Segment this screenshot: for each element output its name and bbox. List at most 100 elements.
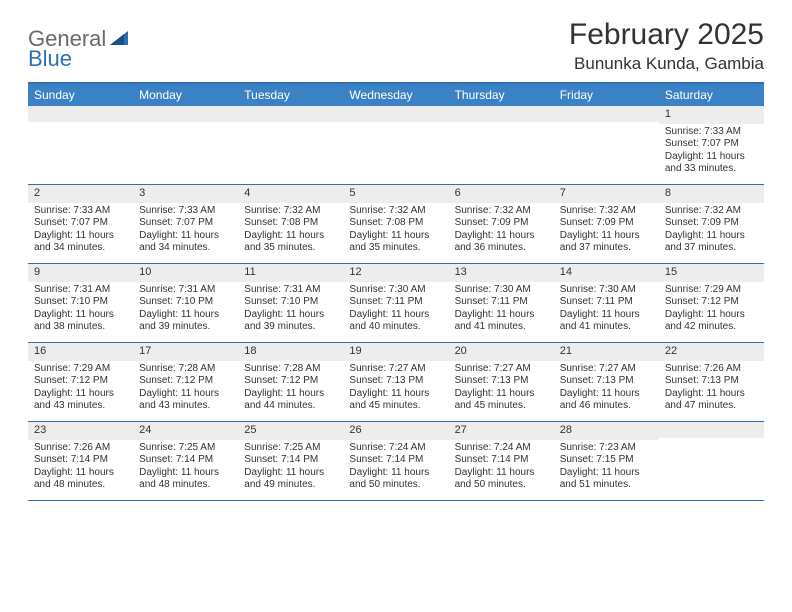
sunrise-text: Sunrise: 7:31 AM [139,284,232,297]
weekday-header: Thursday [449,84,554,106]
day-number [449,106,554,122]
daylight-text: Daylight: 11 hours and 45 minutes. [455,388,548,413]
sunrise-text: Sunrise: 7:26 AM [665,363,758,376]
daylight-text: Daylight: 11 hours and 48 minutes. [34,467,127,492]
day-body [659,438,764,444]
daylight-text: Daylight: 11 hours and 36 minutes. [455,230,548,255]
sunset-text: Sunset: 7:14 PM [34,454,127,467]
sunset-text: Sunset: 7:12 PM [244,375,337,388]
day-body [238,122,343,128]
day-number: 9 [28,264,133,282]
day-body [28,122,133,128]
sunrise-text: Sunrise: 7:32 AM [665,205,758,218]
weekday-header: Wednesday [343,84,448,106]
day-body: Sunrise: 7:30 AMSunset: 7:11 PMDaylight:… [449,282,554,338]
day-number: 12 [343,264,448,282]
day-cell: 16Sunrise: 7:29 AMSunset: 7:12 PMDayligh… [28,343,133,421]
day-number: 25 [238,422,343,440]
day-number: 27 [449,422,554,440]
week-row: 23Sunrise: 7:26 AMSunset: 7:14 PMDayligh… [28,422,764,501]
day-cell: 26Sunrise: 7:24 AMSunset: 7:14 PMDayligh… [343,422,448,500]
day-number: 2 [28,185,133,203]
week-row: 1Sunrise: 7:33 AMSunset: 7:07 PMDaylight… [28,106,764,185]
day-number: 23 [28,422,133,440]
daylight-text: Daylight: 11 hours and 51 minutes. [560,467,653,492]
weekday-header: Sunday [28,84,133,106]
day-number: 24 [133,422,238,440]
day-body: Sunrise: 7:27 AMSunset: 7:13 PMDaylight:… [554,361,659,417]
day-body: Sunrise: 7:33 AMSunset: 7:07 PMDaylight:… [133,203,238,259]
sunset-text: Sunset: 7:12 PM [34,375,127,388]
day-number: 11 [238,264,343,282]
day-body: Sunrise: 7:32 AMSunset: 7:09 PMDaylight:… [554,203,659,259]
day-number: 1 [659,106,764,124]
day-number: 6 [449,185,554,203]
daylight-text: Daylight: 11 hours and 41 minutes. [455,309,548,334]
day-body: Sunrise: 7:25 AMSunset: 7:14 PMDaylight:… [238,440,343,496]
sunrise-text: Sunrise: 7:27 AM [560,363,653,376]
day-number: 22 [659,343,764,361]
sunset-text: Sunset: 7:14 PM [139,454,232,467]
sunset-text: Sunset: 7:10 PM [244,296,337,309]
day-number: 8 [659,185,764,203]
week-row: 16Sunrise: 7:29 AMSunset: 7:12 PMDayligh… [28,343,764,422]
sunset-text: Sunset: 7:15 PM [560,454,653,467]
day-cell: 25Sunrise: 7:25 AMSunset: 7:14 PMDayligh… [238,422,343,500]
sunset-text: Sunset: 7:07 PM [34,217,127,230]
daylight-text: Daylight: 11 hours and 35 minutes. [244,230,337,255]
day-number: 16 [28,343,133,361]
sunrise-text: Sunrise: 7:31 AM [244,284,337,297]
sunset-text: Sunset: 7:13 PM [560,375,653,388]
day-body: Sunrise: 7:30 AMSunset: 7:11 PMDaylight:… [343,282,448,338]
sunrise-text: Sunrise: 7:28 AM [244,363,337,376]
header-bar: General February 2025 Bununka Kunda, Gam… [28,18,764,74]
day-body: Sunrise: 7:33 AMSunset: 7:07 PMDaylight:… [659,124,764,180]
sunrise-text: Sunrise: 7:30 AM [455,284,548,297]
day-number: 28 [554,422,659,440]
day-cell: 7Sunrise: 7:32 AMSunset: 7:09 PMDaylight… [554,185,659,263]
sunset-text: Sunset: 7:12 PM [665,296,758,309]
day-cell: 14Sunrise: 7:30 AMSunset: 7:11 PMDayligh… [554,264,659,342]
day-body: Sunrise: 7:24 AMSunset: 7:14 PMDaylight:… [449,440,554,496]
day-cell [554,106,659,184]
sunset-text: Sunset: 7:09 PM [560,217,653,230]
daylight-text: Daylight: 11 hours and 40 minutes. [349,309,442,334]
sunset-text: Sunset: 7:08 PM [349,217,442,230]
sunrise-text: Sunrise: 7:33 AM [665,126,758,139]
day-cell: 27Sunrise: 7:24 AMSunset: 7:14 PMDayligh… [449,422,554,500]
sunrise-text: Sunrise: 7:30 AM [349,284,442,297]
sunrise-text: Sunrise: 7:28 AM [139,363,232,376]
daylight-text: Daylight: 11 hours and 42 minutes. [665,309,758,334]
day-cell [659,422,764,500]
day-cell: 24Sunrise: 7:25 AMSunset: 7:14 PMDayligh… [133,422,238,500]
day-number: 7 [554,185,659,203]
day-cell: 1Sunrise: 7:33 AMSunset: 7:07 PMDaylight… [659,106,764,184]
sunset-text: Sunset: 7:11 PM [560,296,653,309]
day-number [554,106,659,122]
day-body: Sunrise: 7:32 AMSunset: 7:09 PMDaylight:… [449,203,554,259]
day-cell: 23Sunrise: 7:26 AMSunset: 7:14 PMDayligh… [28,422,133,500]
sunset-text: Sunset: 7:14 PM [349,454,442,467]
day-number: 20 [449,343,554,361]
sunset-text: Sunset: 7:14 PM [244,454,337,467]
day-cell: 18Sunrise: 7:28 AMSunset: 7:12 PMDayligh… [238,343,343,421]
sunset-text: Sunset: 7:10 PM [34,296,127,309]
day-number [238,106,343,122]
week-row: 2Sunrise: 7:33 AMSunset: 7:07 PMDaylight… [28,185,764,264]
day-cell: 10Sunrise: 7:31 AMSunset: 7:10 PMDayligh… [133,264,238,342]
day-cell [133,106,238,184]
day-body: Sunrise: 7:32 AMSunset: 7:09 PMDaylight:… [659,203,764,259]
day-number: 21 [554,343,659,361]
day-body: Sunrise: 7:28 AMSunset: 7:12 PMDaylight:… [238,361,343,417]
daylight-text: Daylight: 11 hours and 50 minutes. [455,467,548,492]
daylight-text: Daylight: 11 hours and 34 minutes. [139,230,232,255]
day-cell: 3Sunrise: 7:33 AMSunset: 7:07 PMDaylight… [133,185,238,263]
day-body: Sunrise: 7:33 AMSunset: 7:07 PMDaylight:… [28,203,133,259]
day-number: 5 [343,185,448,203]
day-body [449,122,554,128]
day-cell: 12Sunrise: 7:30 AMSunset: 7:11 PMDayligh… [343,264,448,342]
day-number: 18 [238,343,343,361]
sunset-text: Sunset: 7:11 PM [349,296,442,309]
day-body: Sunrise: 7:27 AMSunset: 7:13 PMDaylight:… [449,361,554,417]
day-cell: 4Sunrise: 7:32 AMSunset: 7:08 PMDaylight… [238,185,343,263]
